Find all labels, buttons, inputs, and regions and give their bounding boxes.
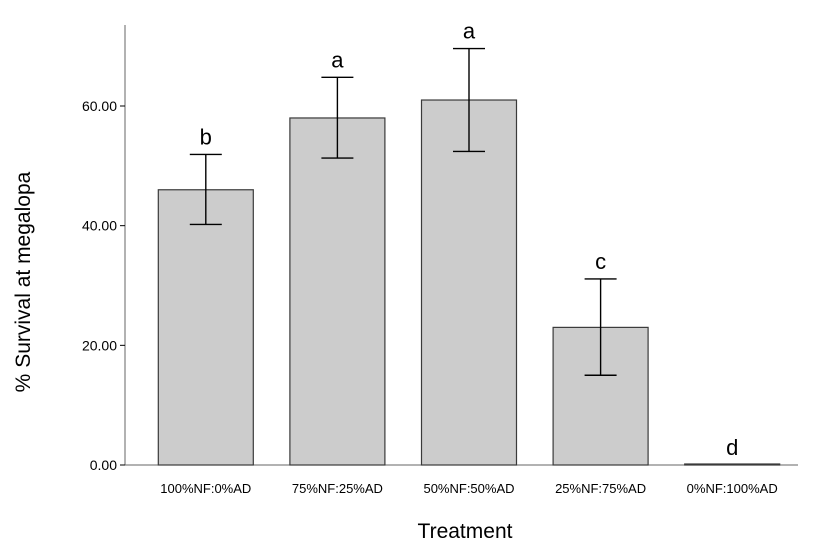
x-tick-label: 100%NF:0%AD [160, 481, 251, 496]
bar [157, 189, 254, 466]
x-axis-title: Treatment [418, 520, 513, 543]
y-tick-label: 60.00 [82, 98, 117, 114]
bars [157, 99, 781, 466]
bar [684, 463, 781, 466]
x-tick-label: 25%NF:75%AD [555, 481, 646, 496]
significance-letter: b [200, 124, 212, 149]
error-bars [189, 47, 617, 376]
bar [289, 117, 386, 466]
x-tick-label: 0%NF:100%AD [687, 481, 778, 496]
y-axis-title: % Survival at megalopa [12, 171, 35, 392]
y-tick-label: 20.00 [82, 337, 117, 353]
significance-letter: d [726, 435, 738, 460]
x-tick-label: 50%NF:50%AD [423, 481, 514, 496]
y-tick-label: 0.00 [90, 457, 117, 473]
significance-letter: a [463, 19, 476, 44]
bar [420, 99, 518, 466]
y-tick-label: 40.00 [82, 218, 117, 234]
labels: b 100%NF:0%AD a 75%NF:25%AD a 50%NF:50%AD c 25%… [160, 19, 777, 496]
significance-letter: c [595, 249, 606, 274]
significance-letter: a [331, 47, 344, 72]
x-tick-label: 75%NF:25%AD [292, 481, 383, 496]
